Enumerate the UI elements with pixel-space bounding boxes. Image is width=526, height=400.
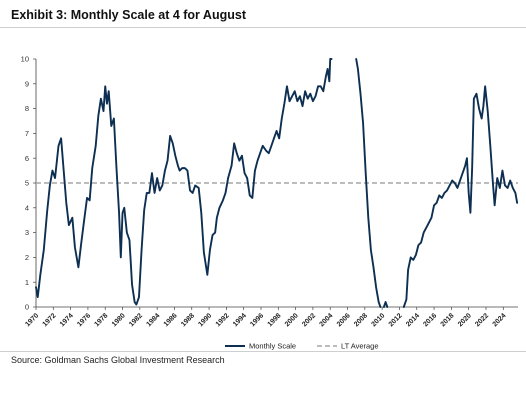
x-tick-label: 1992 [215, 312, 231, 328]
monthly-scale-line-segment [355, 58, 382, 308]
x-tick-label: 2020 [457, 312, 473, 328]
title-divider [0, 27, 526, 28]
x-tick-label: 1994 [232, 312, 248, 328]
x-tick-label: 1974 [59, 312, 75, 328]
x-tick-label: 2008 [353, 312, 369, 328]
x-tick-label: 2024 [492, 312, 508, 328]
monthly-scale-line-segment [402, 85, 519, 308]
chart-legend: Monthly Scale LT Average [225, 342, 379, 351]
x-tick-label: 1976 [76, 312, 92, 328]
y-tick-label: 4 [25, 203, 29, 212]
x-tick-label: 1988 [180, 312, 196, 328]
x-tick-label: 1996 [249, 312, 265, 328]
monthly-scale-line-segment [382, 301, 389, 308]
x-tick-label: 2012 [388, 312, 404, 328]
x-tick-label: 1970 [24, 312, 40, 328]
y-tick-label: 8 [25, 104, 29, 113]
y-tick-label: 3 [25, 228, 29, 237]
x-tick-label: 1980 [111, 312, 127, 328]
legend-label: LT Average [341, 342, 379, 351]
x-tick-label: 2004 [318, 312, 334, 328]
source-divider [0, 351, 526, 352]
y-tick-label: 9 [25, 79, 29, 88]
x-tick-label: 2006 [336, 312, 352, 328]
x-tick-label: 2022 [474, 312, 490, 328]
monthly-scale-series [35, 58, 519, 308]
x-tick-label: 1998 [267, 312, 283, 328]
y-tick-label: 1 [25, 278, 29, 287]
x-tick-label: 1978 [94, 312, 110, 328]
x-axis-ticks: 1970 1972 1974 1976 1978 1980 1982 1984 1986 1988… [24, 307, 508, 328]
x-tick-label: 2014 [405, 312, 421, 328]
x-tick-label: 1984 [145, 312, 161, 328]
y-tick-label: 0 [25, 303, 29, 312]
x-tick-label: 2002 [301, 312, 317, 328]
x-tick-label: 2010 [370, 312, 386, 328]
x-tick-label: 2016 [422, 312, 438, 328]
x-tick-label: 1982 [128, 312, 144, 328]
x-tick-label: 2018 [440, 312, 456, 328]
y-tick-label: 10 [21, 55, 29, 64]
y-tick-label: 5 [25, 179, 29, 188]
monthly-scale-line-segment [35, 58, 333, 306]
x-tick-label: 1990 [197, 312, 213, 328]
x-tick-label: 1972 [42, 312, 58, 328]
y-tick-label: 7 [25, 129, 29, 138]
y-axis-ticks: 0 1 2 3 4 5 6 7 8 9 10 [21, 55, 36, 312]
y-tick-label: 6 [25, 154, 29, 163]
legend-label: Monthly Scale [249, 342, 296, 351]
exhibit-title: Exhibit 3: Monthly Scale at 4 for August [11, 8, 246, 22]
source-note: Source: Goldman Sachs Global Investment … [11, 355, 225, 365]
x-tick-label: 1986 [163, 312, 179, 328]
x-tick-label: 2000 [284, 312, 300, 328]
y-tick-label: 2 [25, 253, 29, 262]
